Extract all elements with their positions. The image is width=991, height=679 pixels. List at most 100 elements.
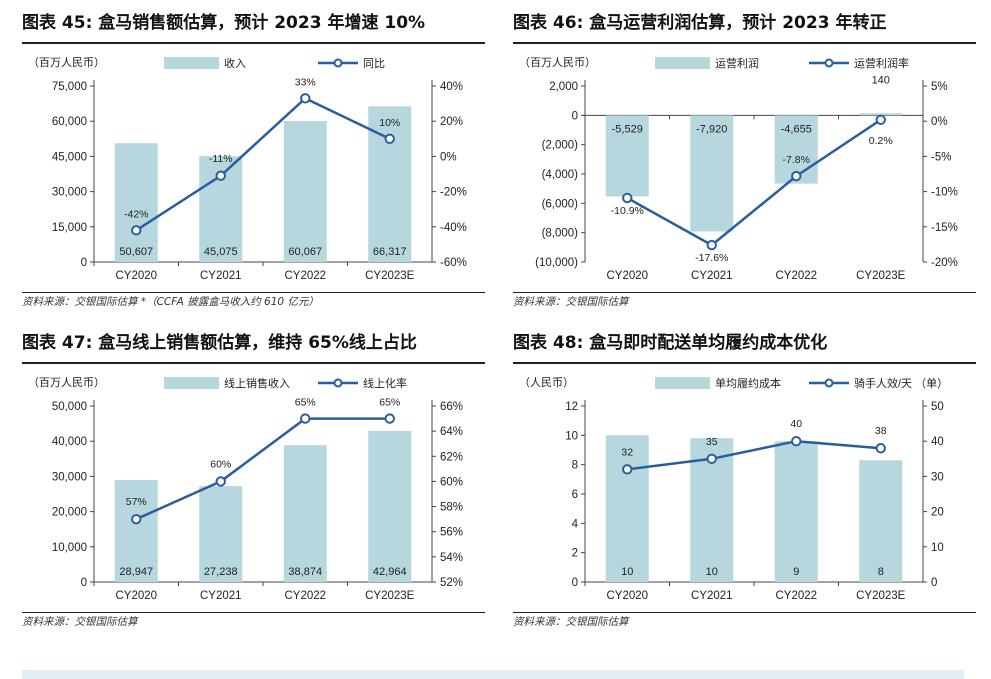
chart-title: 图表 46: 盒马运营利润估算，预计 2023 年转正 [513,13,887,33]
bar-data-label: 28,947 [119,566,153,578]
y-left-tick-label: 0 [572,577,578,589]
line-data-label: -11% [209,153,233,165]
bar [114,480,158,582]
legend-line-marker [333,378,343,388]
line-data-label: 35 [706,436,718,448]
y-left-tick-label: 2 [572,548,578,560]
x-tick-label: CY2020 [606,590,648,602]
bar-data-label: -5,529 [612,123,643,135]
y-right-tick-label: 10 [931,542,944,554]
line-data-label: 38 [875,425,887,437]
unit-label: （百万人民币） [28,376,105,389]
unit-label: （百万人民币） [519,56,596,69]
y-left-tick-label: 45,000 [52,151,87,163]
y-right-tick-label: -20% [440,187,467,199]
line-point [622,192,633,204]
y-left-tick-label: 60,000 [52,116,87,128]
chart-title: 图表 47: 盒马线上销售额估算，维持 65%线上占比 [22,333,417,353]
series-line [626,118,882,247]
y-right-tick-label: 40 [931,436,944,448]
x-tick-label: CY2021 [200,590,242,602]
line-data-label: 65% [379,397,400,409]
y-right-tick-label: -60% [440,257,467,269]
y-left-tick-label: 0 [81,577,87,589]
chart-svg: （百万人民币） 收入 同比 0 15,000 30,000 45,000 60,000 75,0… [28,56,467,282]
y-right-tick-label: 58% [440,502,463,514]
y-left-tick-label: 12 [565,401,578,413]
y-left-tick-label: 10,000 [52,542,87,554]
line-data-label: 65% [295,397,316,409]
bar-data-label: 10 [706,566,718,578]
y-right-tick-label: 66% [440,401,463,413]
unit-label: （百万人民币） [28,56,105,69]
line-point [131,225,142,236]
bar-data-label: 66,317 [373,246,407,258]
x-tick-label: CY2023E [365,590,415,602]
chart-frame: （百万人民币） 线上销售收入 线上化率 0 10,000 20,000 30,000 40,0… [22,362,485,613]
bar [605,115,649,197]
x-tick-label: CY2020 [606,270,648,282]
line-point [791,170,802,182]
bar [368,430,412,582]
y-left-tick-label: (10,000) [535,257,578,269]
legend-line-marker [333,58,343,68]
bar [283,121,327,262]
line-point [875,114,886,125]
y-right-tick-label: 20% [440,116,463,128]
y-right-tick-label: 60% [440,476,463,488]
series-line [135,96,391,232]
y-left-tick-label: (2,000) [542,140,579,152]
x-tick-label: CY2021 [200,270,242,282]
y-right-tick-label: 20 [931,507,944,519]
y-right-tick-label: 0 [931,577,937,589]
line-point [131,513,142,525]
chart-panel-1: 图表 45: 盒马销售额估算，预计 2023 年增速 10% （百万人民币） 收入… [22,8,487,328]
y-right-tick-label: -20% [931,257,958,269]
chart-svg: （百万人民币） 运营利润 运营利润率 (10,000) (8,000) (6,000) (4… [519,56,958,282]
y-left-tick-label: (8,000) [542,228,579,240]
bar [859,113,903,116]
chart-frame: （百万人民币） 运营利润 运营利润率 (10,000) (8,000) (6,000) (4… [513,42,976,293]
x-tick-label: CY2023E [365,270,415,282]
line-point [215,476,226,487]
bar [690,115,734,232]
legend-line-marker [824,378,834,388]
y-left-tick-label: 10 [565,430,578,442]
y-left-tick-label: (4,000) [542,169,579,181]
y-left-tick-label: 40,000 [52,436,87,448]
line-data-label: 60% [210,458,231,470]
y-left-tick-label: 2,000 [549,81,578,93]
line-data-label: 57% [126,496,147,508]
x-tick-label: CY2022 [284,270,326,282]
chart-source: 资料来源：交银国际估算 [513,616,629,628]
y-right-tick-label: 62% [440,451,463,463]
bar [114,143,158,262]
y-left-tick-label: 0 [81,257,87,269]
x-tick-label: CY2022 [775,590,817,602]
bar-data-label: 140 [872,74,890,86]
x-tick-label: CY2023E [856,270,906,282]
line-data-label: 10% [379,117,400,129]
bar [605,435,649,582]
y-right-tick-label: 0% [931,116,948,128]
legend-bar-swatch [655,377,710,389]
chart-title: 图表 48: 盒马即时配送单均履约成本优化 [513,333,828,353]
y-left-tick-label: 15,000 [52,222,87,234]
chart-source: 资料来源：交银国际估算 [513,296,629,308]
line-point [791,436,802,447]
series-line [135,417,390,521]
y-right-tick-label: -15% [931,222,958,234]
line-point [875,443,886,454]
legend-line-label: 骑手人效/天 （单） [854,376,948,390]
line-data-label: 32 [621,446,633,458]
footer-bar [22,670,964,679]
line-point [622,464,633,475]
series-line [627,439,881,471]
chart-svg: （百万人民币） 线上销售收入 线上化率 0 10,000 20,000 30,000 40,0… [28,376,463,602]
line-point [706,239,717,251]
bar-data-label: -4,655 [781,123,812,135]
y-right-tick-label: -40% [440,222,467,234]
legend-bar-swatch [655,57,710,69]
y-left-tick-label: 30,000 [52,471,87,483]
y-left-tick-label: 8 [572,460,578,472]
